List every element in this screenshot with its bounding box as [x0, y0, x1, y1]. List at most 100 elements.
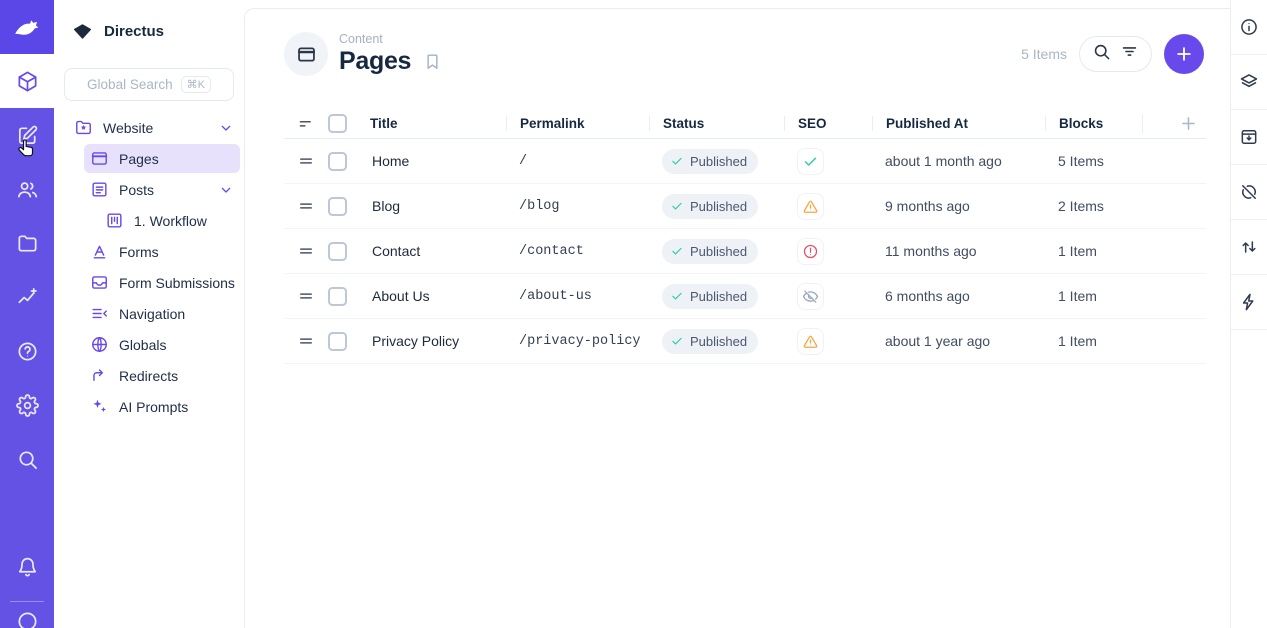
column-header-permalink[interactable]: Permalink	[506, 116, 649, 131]
cell-blocks: 1 Item	[1058, 243, 1097, 259]
rabbit-logo-icon	[15, 20, 39, 35]
nav-item-pages[interactable]: Pages	[84, 144, 240, 173]
drag-handle[interactable]	[284, 197, 328, 215]
module-visual-editor[interactable]	[0, 108, 54, 162]
sidebar-button-sync-disabled[interactable]	[1231, 165, 1267, 220]
row-checkbox[interactable]	[328, 196, 347, 216]
global-search-input[interactable]: Global Search ⌘K	[64, 68, 234, 101]
column-header-seo[interactable]: SEO	[784, 116, 872, 131]
nav-item-posts[interactable]: Posts	[84, 175, 240, 204]
module-bar	[0, 0, 54, 628]
add-column-button[interactable]	[1142, 114, 1206, 133]
archive-icon	[1239, 127, 1259, 147]
cell-status: Published	[649, 238, 784, 264]
table-row-blog[interactable]: Blog/blog Published 9 months ago 2 Items	[284, 184, 1206, 229]
drag-handle[interactable]	[284, 332, 328, 350]
chevron-down-icon[interactable]	[218, 120, 234, 136]
column-header-status[interactable]: Status	[649, 116, 784, 131]
row-checkbox[interactable]	[328, 151, 347, 171]
nav-item-label: Navigation	[119, 305, 186, 322]
manual-sort-column[interactable]	[284, 115, 328, 133]
sidebar-button-import-export[interactable]	[1231, 220, 1267, 275]
cell-blocks: 1 Item	[1058, 288, 1097, 304]
box-icon	[16, 70, 39, 93]
seo-error-icon	[797, 237, 824, 265]
row-checkbox[interactable]	[328, 331, 347, 351]
module-files[interactable]	[0, 216, 54, 270]
cell-blocks: 1 Item	[1058, 333, 1097, 349]
main-content: Content Pages 5 Items	[244, 8, 1230, 628]
select-all-checkbox[interactable]	[328, 114, 347, 133]
project-switcher[interactable]: Directus	[54, 17, 244, 45]
insights-icon	[16, 286, 39, 309]
column-header-title[interactable]: Title	[370, 116, 398, 131]
nav-item-website[interactable]: Website	[68, 113, 240, 142]
search-icon[interactable]	[1092, 42, 1111, 66]
redirect-arrow-icon	[90, 366, 109, 385]
folder-icon	[16, 232, 39, 255]
check-icon	[670, 199, 684, 213]
cell-published-at: about 1 year ago	[885, 333, 991, 349]
nav-item-forms[interactable]: Forms	[84, 237, 240, 266]
drag-handle[interactable]	[284, 152, 328, 170]
nav-item-navigation[interactable]: Navigation	[84, 299, 240, 328]
sync-disabled-icon	[1239, 182, 1259, 202]
folder-star-icon	[74, 118, 93, 137]
row-select-cell	[328, 151, 357, 171]
module-settings[interactable]	[0, 378, 54, 432]
sidebar-button-layers[interactable]	[1231, 55, 1267, 110]
menu-open-icon	[90, 304, 109, 323]
search-icon	[16, 448, 39, 471]
table-row-about-us[interactable]: About Us/about-us Published 6 months ago 1 …	[284, 274, 1206, 319]
nav-item-ai-prompts[interactable]: AI Prompts	[84, 392, 240, 421]
module-insights[interactable]	[0, 270, 54, 324]
filter-icon[interactable]	[1120, 42, 1139, 66]
check-icon	[670, 334, 684, 348]
project-name: Directus	[104, 22, 165, 40]
row-checkbox[interactable]	[328, 286, 347, 306]
add-item-button[interactable]	[1164, 34, 1204, 74]
right-sidebar	[1230, 0, 1267, 628]
cell-permalink: /about-us	[519, 288, 592, 304]
cell-seo	[784, 237, 872, 265]
module-help[interactable]	[0, 324, 54, 378]
drag-handle[interactable]	[284, 242, 328, 260]
nav-item-form-submissions[interactable]: Form Submissions	[84, 268, 240, 297]
drag-handle[interactable]	[284, 287, 328, 305]
column-header-published-at[interactable]: Published At	[872, 116, 1045, 131]
check-icon	[670, 154, 684, 168]
collection-icon-circle[interactable]	[284, 32, 328, 76]
bolt-icon	[1239, 292, 1259, 312]
column-header-blocks[interactable]: Blocks	[1045, 116, 1142, 131]
sidebar-button-info[interactable]	[1231, 0, 1267, 55]
module-search[interactable]	[0, 432, 54, 486]
sidebar-button-bolt[interactable]	[1231, 275, 1267, 330]
module-notifications[interactable]	[0, 539, 54, 593]
sidebar-button-archive[interactable]	[1231, 110, 1267, 165]
table-body: Home / Published about 1 month ago 5 Items Bl…	[284, 139, 1206, 364]
module-users[interactable]	[0, 162, 54, 216]
directus-logo[interactable]	[0, 0, 54, 54]
bell-icon	[16, 555, 39, 578]
nav-item-redirects[interactable]: Redirects	[84, 361, 240, 390]
nav-item-1-workflow[interactable]: 1. Workflow	[99, 206, 240, 235]
search-shortcut-badge: ⌘K	[180, 76, 211, 93]
table-row-contact[interactable]: Contact/contact Published 11 months ago 1 I…	[284, 229, 1206, 274]
window-icon	[90, 149, 109, 168]
table-row-privacy-policy[interactable]: Privacy Policy/privacy-policy Published ab…	[284, 319, 1206, 364]
chevron-down-icon[interactable]	[218, 182, 234, 198]
inbox-icon	[90, 273, 109, 292]
import-export-icon	[1239, 237, 1259, 257]
article-icon	[90, 180, 109, 199]
bookmark-icon[interactable]	[423, 52, 442, 71]
edit-icon	[16, 124, 39, 147]
module-user-avatar[interactable]	[0, 610, 54, 628]
row-select-cell	[328, 241, 357, 261]
breadcrumb: Content	[339, 32, 383, 46]
row-checkbox[interactable]	[328, 241, 347, 261]
table-row-home[interactable]: Home / Published about 1 month ago 5 Items	[284, 139, 1206, 184]
module-content[interactable]	[0, 54, 54, 108]
cell-title: Privacy Policy	[372, 333, 460, 349]
cell-published-at: 11 months ago	[885, 243, 977, 259]
nav-item-globals[interactable]: Globals	[84, 330, 240, 359]
